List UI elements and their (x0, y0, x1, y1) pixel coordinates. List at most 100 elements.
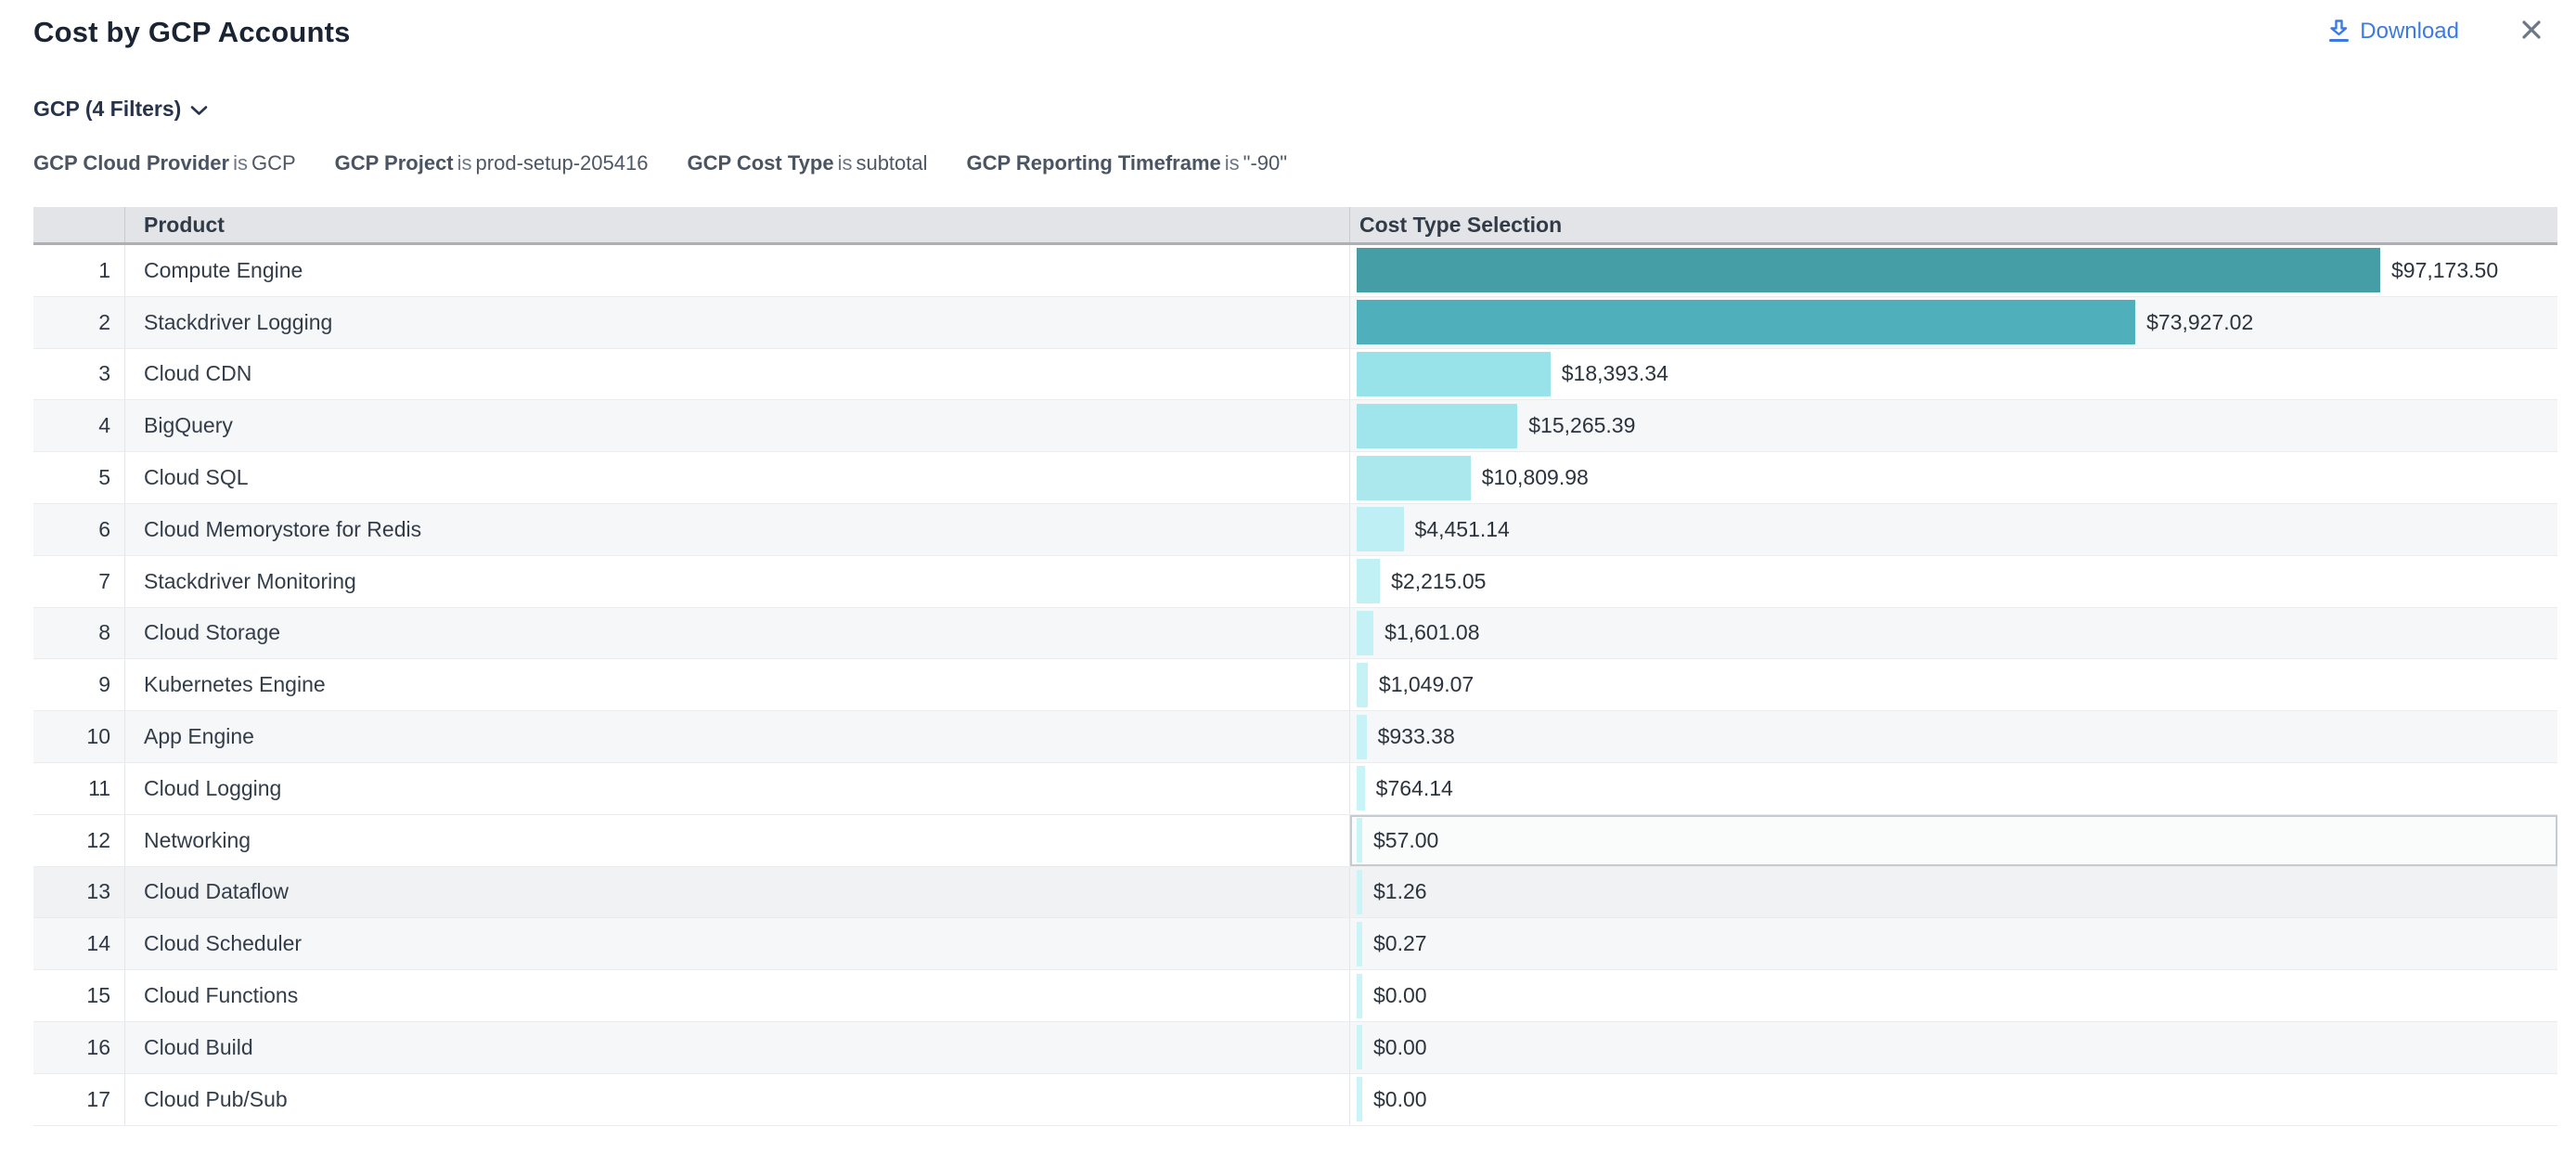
filter-operator: is (1224, 151, 1240, 175)
product-cell[interactable]: Cloud Logging (125, 762, 1350, 814)
cost-bar (1357, 559, 1381, 604)
table-row: 5 Cloud SQL $10,809.98 (33, 452, 2557, 504)
table-row: 1 Compute Engine $97,173.50 (33, 245, 2557, 297)
cost-value-label: $18,393.34 (1561, 361, 1668, 386)
cost-cell[interactable]: $1.26 (1350, 867, 2557, 918)
cost-cell[interactable]: $764.14 (1350, 763, 2557, 814)
product-cell[interactable]: Cloud Functions (125, 970, 1350, 1021)
cost-bar (1357, 818, 1362, 863)
product-cell[interactable]: Networking (125, 814, 1350, 866)
table-row: 9 Kubernetes Engine $1,049.07 (33, 659, 2557, 712)
row-index-cell: 3 (33, 348, 125, 400)
cost-value-label: $764.14 (1375, 775, 1453, 800)
cost-bar (1357, 455, 1471, 500)
filter-operator: is (837, 151, 853, 175)
cost-bar (1357, 869, 1362, 914)
row-index-cell: 13 (33, 866, 125, 918)
cost-cell[interactable]: $0.00 (1350, 970, 2557, 1021)
product-cell[interactable]: Cloud Scheduler (125, 918, 1350, 970)
row-index-cell: 15 (33, 970, 125, 1021)
row-index-cell: 17 (33, 1073, 125, 1125)
filter-value: prod-setup-205416 (475, 151, 649, 175)
filter-chip: GCP Reporting Timeframe is "-90" (967, 151, 1288, 175)
product-cell[interactable]: Cloud Dataflow (125, 866, 1350, 918)
table-body: 1 Compute Engine $97,173.50 2 Stackdrive… (33, 245, 2557, 1126)
cost-value-label: $1,049.07 (1378, 672, 1475, 697)
cost-bar (1357, 714, 1367, 759)
download-label: Download (2360, 18, 2459, 44)
table-row: 15 Cloud Functions $0.00 (33, 970, 2557, 1022)
cost-value-label: $0.00 (1373, 1034, 1427, 1059)
row-index-cell: 8 (33, 607, 125, 659)
table-row: 3 Cloud CDN $18,393.34 (33, 348, 2557, 401)
cost-cell[interactable]: $1,049.07 (1350, 659, 2557, 710)
product-cell[interactable]: BigQuery (125, 400, 1350, 452)
cost-bar (1357, 1077, 1362, 1122)
product-cell[interactable]: Cloud Memorystore for Redis (125, 503, 1350, 555)
table-row: 13 Cloud Dataflow $1.26 (33, 866, 2557, 919)
cost-cell[interactable]: $97,173.50 (1350, 245, 2557, 296)
cost-cell[interactable]: $4,451.14 (1350, 504, 2557, 555)
row-index-cell: 4 (33, 400, 125, 452)
cost-cell[interactable]: $18,393.34 (1350, 349, 2557, 400)
download-icon (2327, 19, 2351, 44)
product-cell[interactable]: Cloud CDN (125, 348, 1350, 400)
cost-cell[interactable]: $933.38 (1350, 711, 2557, 762)
product-cell[interactable]: App Engine (125, 711, 1350, 762)
panel-header: Cost by GCP Accounts Download (33, 0, 2557, 52)
filter-chip: GCP Cloud Provider is GCP (33, 151, 296, 175)
cost-cell[interactable]: $73,927.02 (1350, 297, 2557, 348)
cost-value-label: $4,451.14 (1414, 516, 1510, 541)
cost-value-label: $73,927.02 (2146, 309, 2254, 334)
filter-operator: is (457, 151, 472, 175)
filters-dropdown-toggle[interactable]: GCP (4 Filters) (33, 97, 208, 122)
cost-value-label: $933.38 (1377, 724, 1455, 749)
row-index-cell: 2 (33, 296, 125, 348)
table-row: 12 Networking $57.00 (33, 814, 2557, 867)
product-cell[interactable]: Cloud Build (125, 1021, 1350, 1073)
cost-value-label: $1.26 (1373, 879, 1427, 904)
cost-bar (1357, 766, 1365, 811)
product-cell[interactable]: Kubernetes Engine (125, 659, 1350, 711)
cost-bar (1357, 507, 1404, 552)
cost-cell[interactable]: $0.00 (1350, 1022, 2557, 1073)
table-row: 11 Cloud Logging $764.14 (33, 762, 2557, 815)
col-cost-type-selection-header[interactable]: Cost Type Selection (1359, 212, 1563, 237)
table-row: 2 Stackdriver Logging $73,927.02 (33, 296, 2557, 349)
product-cell[interactable]: Compute Engine (125, 245, 1350, 296)
table-row: 10 App Engine $933.38 (33, 711, 2557, 763)
cost-value-label: $0.00 (1373, 983, 1427, 1008)
cost-bar (1357, 610, 1374, 655)
product-cell[interactable]: Cloud Pub/Sub (125, 1073, 1350, 1125)
product-cell[interactable]: Cloud Storage (125, 607, 1350, 659)
close-button[interactable] (2518, 17, 2544, 45)
cost-cell[interactable]: $2,215.05 (1350, 556, 2557, 607)
cost-cell[interactable]: $10,809.98 (1350, 452, 2557, 503)
cost-cell[interactable]: $57.00 (1350, 814, 2557, 866)
cost-cell[interactable]: $0.27 (1350, 918, 2557, 969)
table-header-row: Product Cost Type Selection (33, 207, 2557, 245)
cost-cell[interactable]: $0.00 (1350, 1074, 2557, 1125)
cost-bar (1357, 1025, 1362, 1070)
page-title: Cost by GCP Accounts (33, 16, 351, 48)
cost-bar (1357, 973, 1362, 1018)
product-cell[interactable]: Stackdriver Monitoring (125, 555, 1350, 607)
table-row: 7 Stackdriver Monitoring $2,215.05 (33, 555, 2557, 608)
cost-bar (1357, 921, 1362, 966)
filter-field: GCP Project (334, 151, 454, 175)
filter-field: GCP Cost Type (687, 151, 834, 175)
filter-operator: is (233, 151, 248, 175)
cost-cell[interactable]: $15,265.39 (1350, 400, 2557, 451)
col-product-header[interactable]: Product (125, 207, 1350, 242)
product-cell[interactable]: Stackdriver Logging (125, 296, 1350, 348)
close-icon (2518, 17, 2544, 45)
filter-chip: GCP Cost Type is subtotal (687, 151, 927, 175)
download-button[interactable]: Download (2327, 19, 2459, 45)
cost-cell[interactable]: $1,601.08 (1350, 608, 2557, 659)
filters-toggle-label: GCP (4 Filters) (33, 97, 182, 121)
filter-chips-row: GCP Cloud Provider is GCP GCP Project is pro… (33, 151, 2557, 175)
cost-bar (1357, 248, 2380, 293)
product-cell[interactable]: Cloud SQL (125, 452, 1350, 503)
table-row: 14 Cloud Scheduler $0.27 (33, 918, 2557, 971)
filter-field: GCP Cloud Provider (33, 151, 230, 175)
